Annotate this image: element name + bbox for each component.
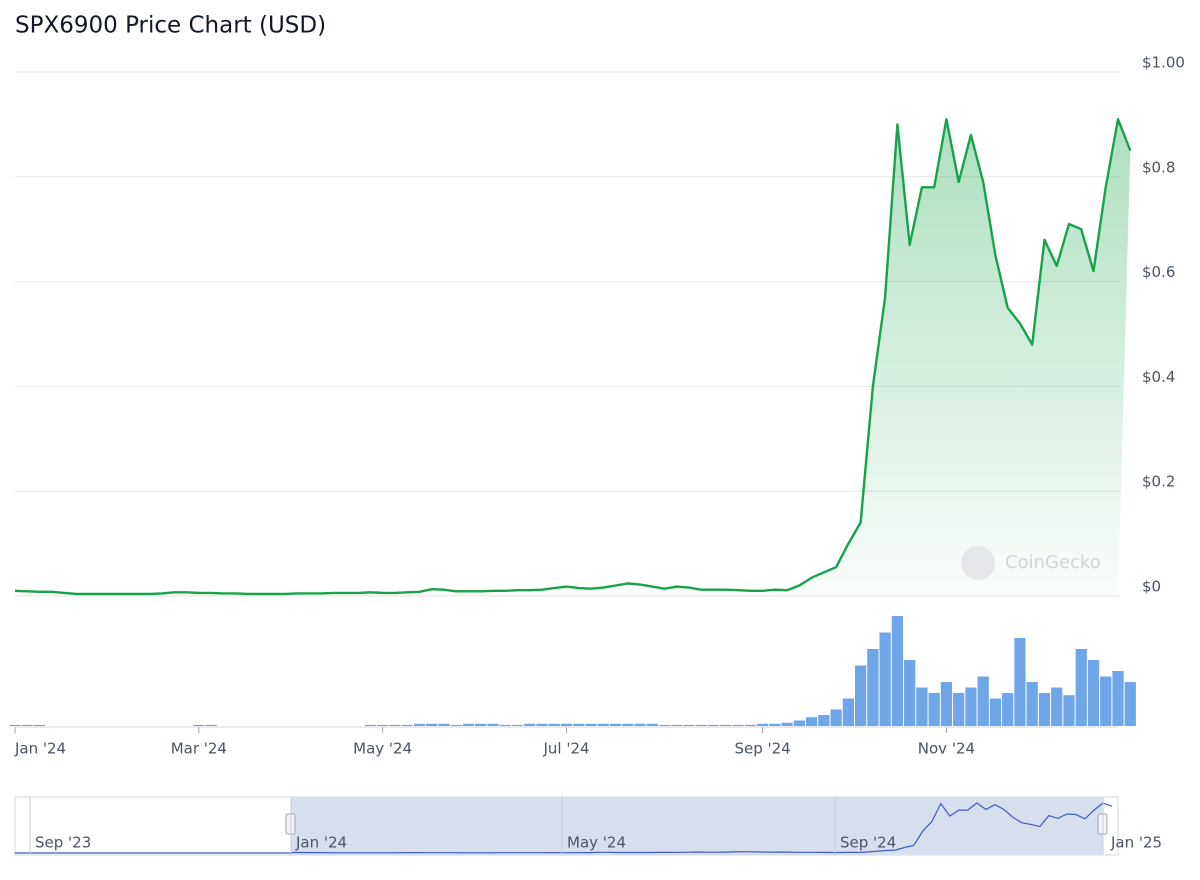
x-tick-label: Jan '24 — [14, 740, 66, 758]
x-tick-label: Jul '24 — [542, 740, 589, 758]
volume-bar — [389, 724, 401, 726]
x-tick-label: May '24 — [353, 740, 412, 758]
volume-bar — [830, 709, 842, 726]
volume-bar — [940, 682, 953, 726]
volume-bar — [9, 724, 21, 726]
x-tick-label: Mar '24 — [171, 740, 227, 758]
y-tick-label: $0 — [1142, 578, 1161, 596]
navigator-selection[interactable] — [291, 797, 1103, 855]
volume-bar — [548, 723, 560, 726]
volume-bar — [364, 724, 377, 726]
volume-bar — [707, 724, 720, 726]
volume-bar — [683, 724, 695, 726]
y-tick-label: $0.6 — [1142, 263, 1175, 281]
volume-bar — [867, 649, 879, 726]
volume-bar — [1075, 649, 1087, 726]
volume-bar — [475, 723, 487, 726]
price-area — [15, 119, 1131, 596]
volume-bar — [609, 723, 622, 726]
navigator-label: Jan '25 — [1110, 834, 1162, 852]
volume-bar — [989, 698, 1002, 726]
volume-bar — [1051, 687, 1063, 726]
volume-bar — [413, 723, 426, 726]
volume-bar — [450, 724, 462, 726]
volume-bar — [462, 723, 475, 726]
y-tick-label: $0.2 — [1142, 473, 1175, 491]
volume-bar — [1124, 682, 1136, 726]
volume-bar — [646, 723, 658, 726]
navigator-label: May '24 — [567, 834, 626, 852]
volume-bar — [205, 724, 217, 726]
volume-bar — [1038, 693, 1051, 726]
volume-bar — [401, 724, 413, 726]
volume-bar — [928, 693, 940, 726]
volume-bar — [33, 724, 46, 726]
volume-bar — [781, 722, 793, 726]
volume-bar — [1063, 695, 1075, 726]
volume-bar — [524, 723, 536, 726]
volume-bar — [793, 720, 805, 726]
volume-bar — [622, 723, 634, 726]
volume-bar — [769, 723, 781, 726]
navigator-label: Jan '24 — [295, 834, 347, 852]
volume-bar — [511, 724, 524, 726]
volume-bar — [634, 723, 646, 726]
volume-bar — [756, 723, 769, 726]
x-tick-label: Sep '24 — [734, 740, 790, 758]
volume-bar — [879, 632, 891, 726]
volume-bar — [499, 724, 511, 726]
volume-bar — [193, 724, 205, 726]
volume-bar — [1002, 693, 1014, 726]
volume-bar — [818, 715, 830, 726]
volume-bar — [1112, 671, 1124, 726]
volume-bar — [377, 724, 389, 726]
y-tick-label: $0.4 — [1142, 368, 1175, 386]
watermark: CoinGecko — [1005, 552, 1101, 573]
volume-bar — [658, 724, 671, 726]
volume-bar — [842, 698, 855, 726]
volume-bar — [1014, 638, 1026, 726]
volume-bar — [977, 676, 989, 726]
volume-bar — [536, 723, 548, 726]
watermark-logo — [961, 546, 995, 580]
volume-bar — [916, 687, 928, 726]
navigator-line — [292, 802, 1113, 854]
volume-bar — [953, 693, 965, 726]
volume-bar — [21, 724, 33, 726]
volume-bar — [891, 616, 904, 726]
navigator-label: Sep '24 — [840, 834, 896, 852]
volume-bar — [695, 724, 707, 726]
price-line — [14, 118, 1132, 596]
y-tick-label: $1.00 — [1142, 54, 1185, 72]
volume-bar — [597, 723, 609, 726]
volume-bar — [744, 724, 756, 726]
volume-bar — [1026, 682, 1038, 726]
volume-bar — [426, 723, 438, 726]
volume-bar — [560, 723, 573, 726]
volume-bar — [904, 660, 916, 726]
volume-bar — [573, 723, 585, 726]
volume-bar — [1100, 676, 1112, 726]
x-tick-label: Nov '24 — [918, 740, 975, 758]
chart-title: SPX6900 Price Chart (USD) — [15, 13, 326, 39]
volume-bar — [965, 687, 977, 726]
volume-bar — [855, 665, 867, 726]
volume-bar — [1087, 660, 1100, 726]
volume-bar — [585, 723, 597, 726]
volume-bar — [720, 724, 732, 726]
navigator-label: Sep '23 — [35, 834, 91, 852]
volume-bar — [732, 724, 744, 726]
y-tick-label: $0.8 — [1142, 158, 1175, 176]
volume-bar — [487, 723, 499, 726]
volume-bar — [805, 717, 818, 726]
volume-bar — [438, 723, 450, 726]
volume-bar — [671, 724, 683, 726]
